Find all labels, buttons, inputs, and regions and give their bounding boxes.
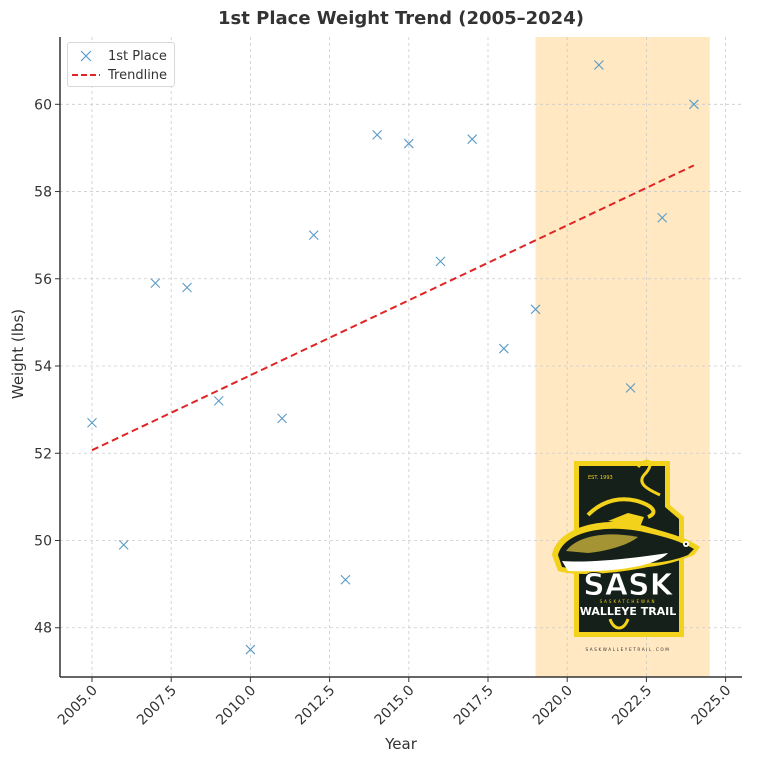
x-tick-label: 2025.0 [688, 683, 734, 729]
y-tick-label: 48 [34, 621, 52, 637]
data-point-marker [689, 99, 699, 110]
y-tick-label: 60 [34, 97, 52, 113]
y-tick-label: 54 [34, 359, 52, 375]
data-point-marker [118, 539, 129, 550]
logo-saskatchewan-text: SASKATCHEWAN [600, 599, 657, 604]
data-point-marker [435, 256, 446, 267]
y-tick-label: 56 [34, 272, 52, 288]
legend: 1st Place Trendline [67, 42, 175, 87]
x-tick-label: 2022.5 [609, 683, 655, 729]
x-tick-label: 2007.5 [134, 683, 180, 729]
dashed-line-icon [68, 72, 104, 78]
logo-est-text: EST. 1993 [588, 475, 613, 481]
data-points [87, 60, 699, 655]
y-tick-label: 58 [34, 185, 52, 201]
axes [55, 37, 742, 682]
legend-label: 1st Place [108, 48, 167, 64]
data-point-marker [372, 129, 383, 140]
data-point-marker [403, 138, 414, 149]
data-point-marker [182, 282, 192, 293]
logo-sask-text: SASK [583, 568, 674, 603]
data-point-marker [87, 417, 97, 428]
data-point-marker [340, 574, 351, 585]
data-point-marker [213, 396, 224, 406]
y-tick-label: 52 [34, 446, 52, 462]
y-tick-label: 50 [34, 534, 52, 550]
legend-item-trendline: Trendline [68, 66, 167, 84]
x-marker-icon [68, 50, 104, 62]
data-point-marker [593, 60, 604, 70]
y-axis-label: Weight (lbs) [9, 308, 27, 400]
data-point-marker [245, 644, 256, 655]
data-point-marker [277, 413, 287, 424]
data-point-marker [308, 230, 319, 241]
chart-title: 1st Place Weight Trend (2005–2024) [218, 8, 584, 29]
data-point-marker [467, 134, 478, 145]
x-tick-label: 2020.0 [530, 683, 576, 729]
data-point-marker [530, 304, 541, 315]
grid-lines [60, 37, 742, 677]
sask-walleye-trail-logo: EST. 1993 SASK SASKATCHEWAN WALLEYE TRAI… [548, 455, 708, 655]
legend-label: Trendline [108, 67, 168, 83]
x-tick-label: 2005.0 [55, 683, 101, 729]
x-axis-label: Year [385, 735, 417, 753]
x-tick-label: 2010.0 [213, 683, 259, 729]
x-tick-label: 2015.0 [372, 683, 418, 729]
data-point-marker [498, 343, 509, 354]
logo-website-text: SASKWALLEYETRAIL.COM [585, 647, 670, 652]
trendline-path [91, 164, 695, 452]
legend-item-1st-place: 1st Place [68, 47, 167, 65]
data-point-marker [657, 212, 668, 223]
x-tick-label: 2012.5 [292, 683, 338, 729]
data-point-marker [625, 382, 636, 393]
logo-walleye-trail-text: WALLEYE TRAIL [580, 605, 677, 618]
x-tick-label: 2017.5 [451, 683, 497, 729]
data-point-marker [150, 278, 161, 289]
trendline [91, 164, 695, 452]
